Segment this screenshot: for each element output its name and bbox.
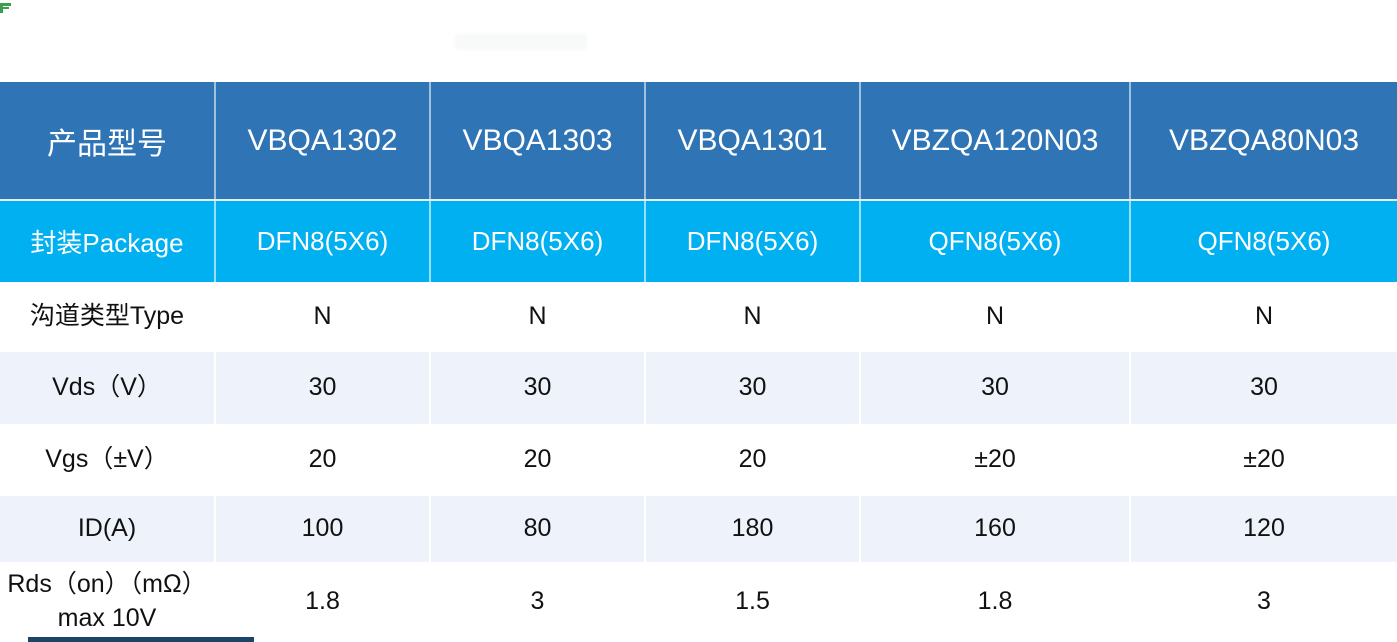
package-value: DFN8(5X6) [430,200,646,282]
header-cell-model-2: VBQA1303 [430,82,646,201]
header-cell-model-4: VBZQA120N03 [860,82,1131,201]
spec-value: 160 [860,496,1131,562]
cutoff-next-row-edge [28,637,254,642]
spec-value: N [645,282,861,352]
spec-value: 80 [430,496,646,562]
spec-value: 30 [860,352,1131,424]
spec-value: 3 [1130,562,1397,642]
row-label: Vgs（±V） [0,424,216,496]
package-value: QFN8(5X6) [860,200,1131,282]
header-cell-model-3: VBQA1301 [645,82,861,201]
spec-row-vds: Vds（V） 30 30 30 30 30 [0,352,1397,424]
package-value: QFN8(5X6) [1130,200,1397,282]
spec-value: 1.8 [215,562,431,642]
spec-row-id: ID(A) 100 80 180 160 120 [0,496,1397,562]
spec-row-rds-on: Rds（on）（mΩ）max 10V 1.8 3 1.5 1.8 3 [0,562,1397,642]
row-label: Rds（on）（mΩ）max 10V [0,562,216,642]
product-spec-table: 产品型号 VBQA1302 VBQA1303 VBQA1301 VBZQA120… [0,82,1397,642]
spec-value: 20 [215,424,431,496]
spec-value: 120 [1130,496,1397,562]
corner-flag-icon [0,0,11,13]
header-cell-model-5: VBZQA80N03 [1130,82,1397,201]
row-label: Vds（V） [0,352,216,424]
spec-value: 1.8 [860,562,1131,642]
header-cell-model-1: VBQA1302 [215,82,431,201]
spec-value: ±20 [860,424,1131,496]
row-label: 封装Package [0,200,216,282]
spec-row-channel-type: 沟道类型Type N N N N N [0,282,1397,352]
spec-value: 20 [645,424,861,496]
spec-value: 20 [430,424,646,496]
table-header-row: 产品型号 VBQA1302 VBQA1303 VBQA1301 VBZQA120… [0,82,1397,201]
package-value: DFN8(5X6) [645,200,861,282]
spec-value: 3 [430,562,646,642]
spec-value: ±20 [1130,424,1397,496]
spec-value: N [430,282,646,352]
spec-value: 1.5 [645,562,861,642]
package-row: 封装Package DFN8(5X6) DFN8(5X6) DFN8(5X6) … [0,200,1397,282]
spec-value: 30 [215,352,431,424]
spec-value: 30 [645,352,861,424]
faint-watermark [455,34,587,50]
header-cell-product-model: 产品型号 [0,82,216,201]
spec-value: N [860,282,1131,352]
package-value: DFN8(5X6) [215,200,431,282]
spec-value: 180 [645,496,861,562]
spec-value: N [1130,282,1397,352]
row-label: ID(A) [0,496,216,562]
spec-value: 30 [430,352,646,424]
row-label: 沟道类型Type [0,282,216,352]
spec-value: N [215,282,431,352]
spec-value: 30 [1130,352,1397,424]
spec-row-vgs: Vgs（±V） 20 20 20 ±20 ±20 [0,424,1397,496]
spec-value: 100 [215,496,431,562]
